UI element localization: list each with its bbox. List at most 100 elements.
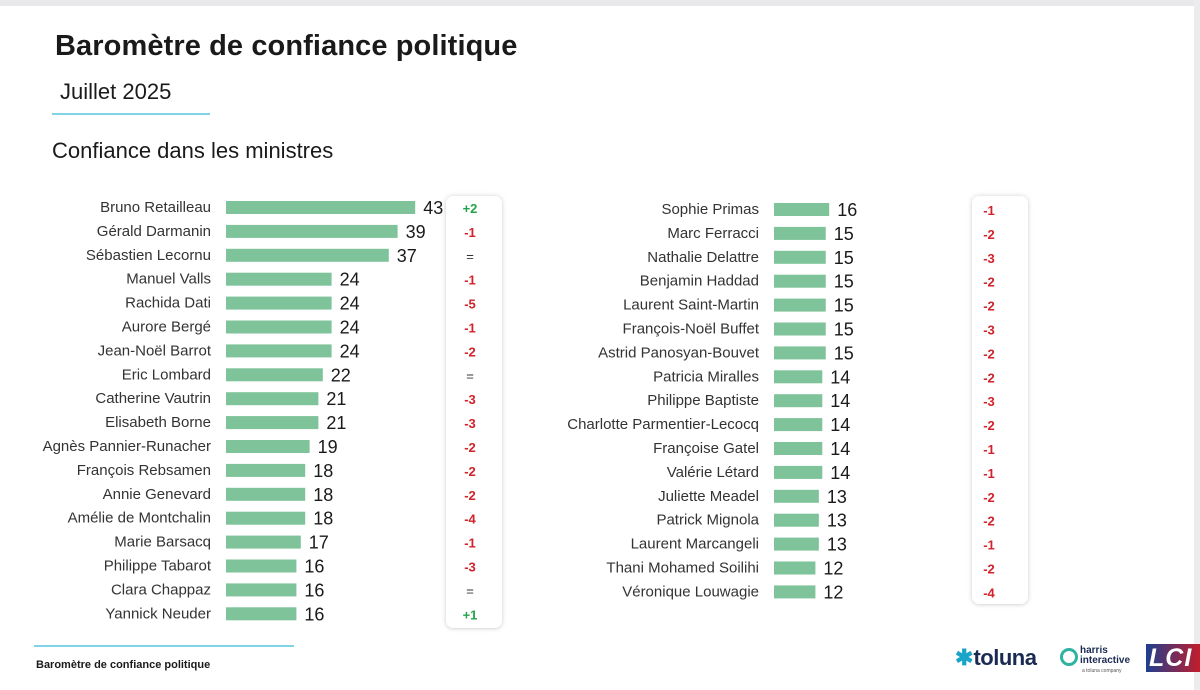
value-label: 18 <box>313 509 333 529</box>
lci-logo-background <box>1146 644 1200 672</box>
value-label: 22 <box>331 365 351 385</box>
value-label: 39 <box>406 222 426 242</box>
value-label: 18 <box>313 461 333 481</box>
change-label: -2 <box>983 299 995 314</box>
bar <box>774 250 826 264</box>
value-label: 18 <box>313 485 333 505</box>
category-label: Annie Genevard <box>103 486 211 503</box>
change-label: -2 <box>464 464 476 479</box>
bar <box>226 583 297 597</box>
change-label: -2 <box>983 490 995 505</box>
category-label: Patricia Miralles <box>653 368 759 385</box>
category-label: Yannick Neuder <box>105 605 211 622</box>
bar <box>226 344 332 358</box>
category-label: Manuel Valls <box>126 271 211 288</box>
bar <box>226 511 306 525</box>
change-label: -4 <box>464 512 476 527</box>
bar <box>774 418 823 432</box>
change-label: +1 <box>463 607 478 622</box>
harris-ring-icon <box>1060 648 1078 666</box>
bar <box>774 561 816 575</box>
section-title: Confiance dans les ministres <box>52 138 334 163</box>
value-label: 17 <box>309 533 329 553</box>
bar <box>226 392 319 406</box>
value-label: 24 <box>340 270 360 290</box>
bar <box>226 320 332 334</box>
category-label: François Rebsamen <box>77 462 211 479</box>
bar <box>226 224 398 238</box>
value-label: 12 <box>823 559 843 579</box>
change-label: -4 <box>983 585 995 600</box>
page-title: Baromètre de confiance politique <box>55 30 518 62</box>
change-label: -1 <box>983 442 995 457</box>
category-label: Eric Lombard <box>122 366 211 383</box>
change-label: -3 <box>983 251 995 266</box>
window-frame-top <box>0 0 1200 6</box>
bar <box>226 463 306 477</box>
category-label: Patrick Mignola <box>656 512 759 529</box>
change-label: -2 <box>983 275 995 290</box>
bar <box>774 442 823 455</box>
value-label: 15 <box>834 272 854 292</box>
value-label: 16 <box>304 604 324 624</box>
harris-interactive-logo: harris interactive a toluna company <box>1060 643 1140 674</box>
category-label: Catherine Vautrin <box>95 390 211 407</box>
category-label: Clara Chappaz <box>111 581 211 598</box>
change-label: -1 <box>464 321 476 336</box>
value-label: 24 <box>340 294 360 314</box>
category-label: Laurent Saint-Martin <box>623 297 759 314</box>
value-label: 13 <box>827 535 847 555</box>
value-label: 21 <box>326 389 346 409</box>
bar <box>774 585 816 599</box>
bar <box>226 201 416 214</box>
bar <box>226 487 306 501</box>
change-label: -2 <box>983 346 995 361</box>
bar <box>774 489 819 503</box>
change-label: -2 <box>464 440 476 455</box>
bar <box>774 274 826 288</box>
value-label: 15 <box>834 224 854 244</box>
category-label: Elisabeth Borne <box>105 414 211 431</box>
value-label: 14 <box>830 367 850 387</box>
change-label: -1 <box>983 466 995 481</box>
left-change-panel <box>446 196 502 628</box>
change-label: +2 <box>463 201 478 216</box>
value-label: 16 <box>304 557 324 577</box>
footer-rule <box>34 645 294 647</box>
change-label: -2 <box>464 344 476 359</box>
change-label: -1 <box>464 273 476 288</box>
category-label: Bruno Retailleau <box>100 199 211 216</box>
change-label: -1 <box>464 536 476 551</box>
change-label: -3 <box>983 394 995 409</box>
value-label: 43 <box>423 198 443 218</box>
lci-wordmark: LCI <box>1149 644 1193 672</box>
bar <box>774 203 830 216</box>
toluna-star-icon: ✱ <box>955 645 974 670</box>
bar <box>226 440 310 453</box>
bar <box>774 370 823 384</box>
harris-wordmark-line1: harris <box>1080 645 1108 656</box>
bar <box>226 368 323 382</box>
value-label: 12 <box>823 582 843 602</box>
category-label: François-Noël Buffet <box>623 321 760 338</box>
change-label: = <box>466 368 474 383</box>
category-label: Philippe Baptiste <box>647 392 759 409</box>
change-label: -2 <box>983 562 995 577</box>
lci-logo: LCI <box>1146 644 1200 672</box>
value-label: 24 <box>340 318 360 338</box>
bar <box>774 226 826 240</box>
bar <box>226 296 332 310</box>
category-label: Valérie Létard <box>667 464 759 481</box>
window-frame-right <box>1194 0 1200 690</box>
category-label: Sébastien Lecornu <box>86 247 211 264</box>
bar <box>226 272 332 286</box>
value-label: 14 <box>830 415 850 435</box>
toluna-wordmark: toluna <box>973 645 1037 670</box>
value-label: 15 <box>834 320 854 340</box>
value-label: 21 <box>326 413 346 433</box>
change-label: -3 <box>464 560 476 575</box>
value-label: 16 <box>837 200 857 220</box>
bar <box>774 322 826 336</box>
category-label: Aurore Bergé <box>122 319 211 336</box>
